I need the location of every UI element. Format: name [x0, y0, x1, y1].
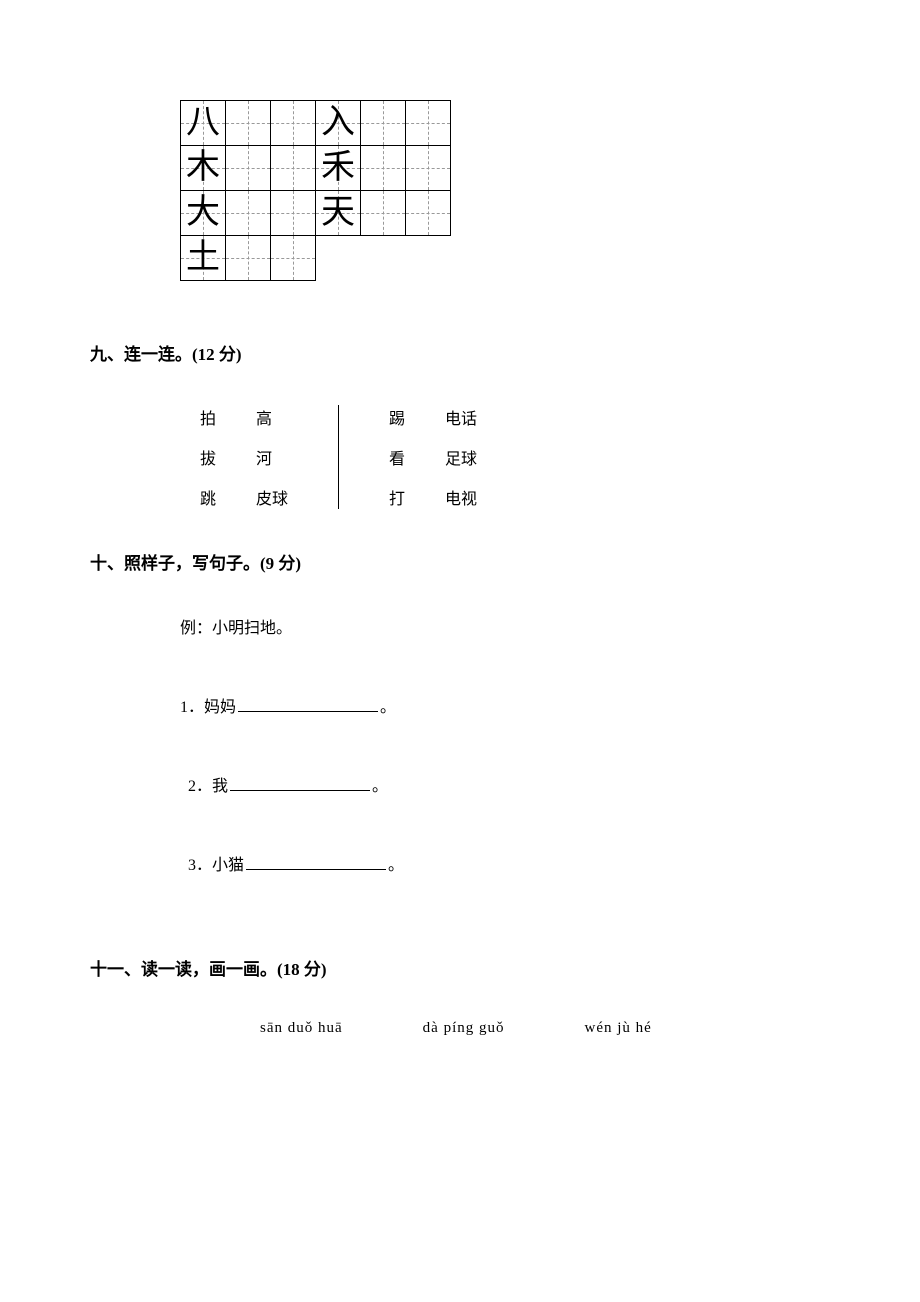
pinyin-item: dà píng guǒ [423, 1020, 505, 1037]
grid-cell [405, 100, 451, 146]
match-item: 跳 [200, 485, 216, 509]
section10-title: 十、照样子，写句子。(9 分) [90, 549, 830, 574]
example-sentence: 例：小明扫地。 [180, 614, 830, 638]
item-label: 妈妈 [204, 693, 236, 717]
match-item: 拍 [200, 405, 216, 429]
grid-cell [225, 235, 271, 281]
character-grid: 八 入木 禾大 天土 [180, 100, 830, 280]
grid-cell: 木 [180, 145, 226, 191]
grid-cell [225, 190, 271, 236]
grid-cell [270, 190, 316, 236]
pinyin-row: sān duǒ huā dà píng guǒ wén jù hé [260, 1020, 830, 1037]
match-left-colA: 拍拔跳 [180, 405, 236, 509]
grid-cell [225, 100, 271, 146]
grid-cell [270, 100, 316, 146]
sentence-exercise: 例：小明扫地。 1．妈妈。2．我。3．小猫。 [180, 614, 830, 875]
match-item: 皮球 [256, 485, 288, 509]
item-label: 我 [212, 772, 228, 796]
match-right-colA: 踢看打 [369, 405, 425, 509]
section11-title: 十一、读一读，画一画。(18 分) [90, 955, 830, 980]
grid-cell: 禾 [315, 145, 361, 191]
grid-cell: 入 [315, 100, 361, 146]
period: 。 [388, 851, 404, 875]
match-item: 高 [256, 405, 288, 429]
grid-cell: 八 [180, 100, 226, 146]
match-item: 电视 [445, 485, 477, 509]
match-left-colB: 高河皮球 [236, 405, 308, 509]
item-number: 3． [188, 851, 212, 875]
fill-sentence: 2．我 。 [188, 772, 830, 796]
pinyin-item: sān duǒ huā [260, 1020, 343, 1037]
blank-line[interactable] [238, 696, 378, 712]
match-item: 足球 [445, 445, 477, 469]
fill-sentence: 1．妈妈 。 [180, 693, 830, 717]
period: 。 [380, 693, 396, 717]
grid-cell [360, 145, 406, 191]
blank-line[interactable] [230, 775, 370, 791]
item-label: 小猫 [212, 851, 244, 875]
grid-cell: 天 [315, 190, 361, 236]
blank-line[interactable] [246, 854, 386, 870]
divider [338, 405, 339, 509]
grid-cell [405, 190, 451, 236]
grid-cell [360, 100, 406, 146]
grid-cell: 大 [180, 190, 226, 236]
match-item: 打 [389, 485, 405, 509]
matching-exercise: 拍拔跳 高河皮球 踢看打 电话足球电视 [180, 405, 830, 509]
match-item: 拔 [200, 445, 216, 469]
grid-cell [360, 190, 406, 236]
pinyin-item: wén jù hé [584, 1020, 651, 1037]
item-number: 1． [180, 693, 204, 717]
grid-cell [225, 145, 271, 191]
grid-cell [270, 235, 316, 281]
match-right-colB: 电话足球电视 [425, 405, 517, 509]
section9-title: 九、连一连。(12 分) [90, 340, 830, 365]
item-number: 2． [188, 772, 212, 796]
fill-sentence: 3．小猫 。 [188, 851, 830, 875]
match-item: 河 [256, 445, 288, 469]
grid-cell [405, 145, 451, 191]
match-item: 电话 [445, 405, 477, 429]
match-item: 踢 [389, 405, 405, 429]
period: 。 [372, 772, 388, 796]
grid-cell: 土 [180, 235, 226, 281]
match-item: 看 [389, 445, 405, 469]
grid-cell [270, 145, 316, 191]
